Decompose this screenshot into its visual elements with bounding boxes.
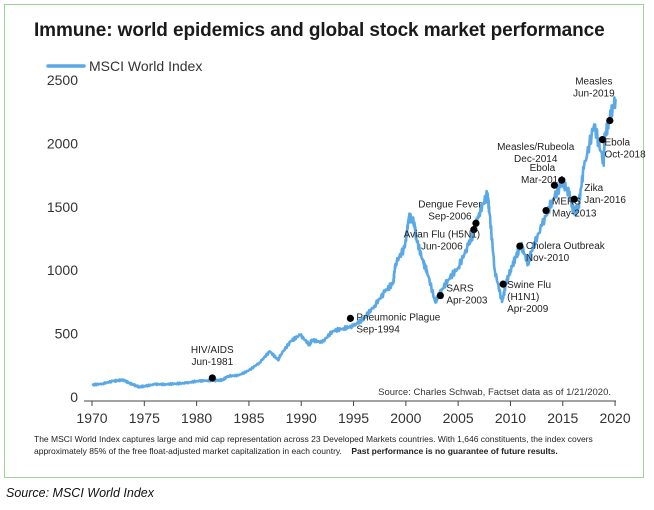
event-marker bbox=[598, 135, 607, 144]
x-tick-label: 2015 bbox=[547, 410, 578, 426]
y-tick-label: 1500 bbox=[47, 199, 78, 215]
event-marker bbox=[472, 219, 480, 227]
event-label: Zika Jan-2016 bbox=[584, 183, 626, 206]
event-label: Measles Jun-2019 bbox=[573, 77, 615, 100]
event-label: Ebola Oct-2018 bbox=[605, 138, 647, 161]
y-tick-label: 1000 bbox=[47, 262, 78, 278]
footnote-text: The MSCI World Index captures large and … bbox=[34, 434, 593, 456]
x-tick-label: 1985 bbox=[233, 410, 264, 426]
source-caption: Source: MSCI World Index bbox=[6, 486, 154, 500]
chart-title: Immune: world epidemics and global stock… bbox=[34, 20, 605, 41]
x-tick-label: 1995 bbox=[338, 410, 369, 426]
event-marker bbox=[436, 291, 444, 300]
event-label: SARS Apr-2003 bbox=[446, 284, 488, 307]
x-tick-label: 1975 bbox=[129, 410, 160, 426]
event-marker bbox=[542, 207, 550, 215]
source-note: Source: Charles Schwab, Factset data as … bbox=[378, 387, 611, 398]
x-tick-label: 2010 bbox=[495, 410, 526, 426]
event-label: Measles/Rubeola Dec-2014 bbox=[497, 142, 575, 165]
x-tick-label: 1980 bbox=[181, 410, 212, 426]
legend-entry: MSCI World Index bbox=[89, 58, 202, 74]
axes-layer: 1970 1975 1980 1985 1990 1995 2000 2005 2010 2015… bbox=[47, 72, 631, 426]
event-label: Avian Flu (H5N1) Jun-2006 bbox=[404, 230, 481, 253]
footnote: The MSCI World Index captures large and … bbox=[34, 433, 634, 457]
event-label: MERS May-2013 bbox=[552, 197, 597, 220]
x-tick-label: 2020 bbox=[599, 410, 630, 426]
event-label: Swine Flu (H1N1) Apr-2009 bbox=[507, 280, 551, 315]
event-marker bbox=[558, 176, 566, 184]
y-tick-label: 2000 bbox=[47, 135, 78, 151]
event-marker bbox=[346, 314, 354, 322]
event-label: Cholera Outbreak Nov-2010 bbox=[526, 241, 606, 264]
x-tick-label: 1990 bbox=[286, 410, 317, 426]
y-tick-label: 500 bbox=[55, 326, 79, 342]
event-marker bbox=[570, 195, 578, 203]
x-tick-label: 1970 bbox=[76, 410, 107, 426]
event-marker bbox=[606, 116, 614, 125]
event-marker bbox=[208, 374, 216, 382]
annotation-layer: HIV/AIDS Jun-1981 Pneumonic Plague Sep-1994… bbox=[191, 77, 646, 382]
series-layer bbox=[91, 96, 617, 389]
x-tick-label: 2000 bbox=[390, 410, 421, 426]
y-tick-label: 0 bbox=[70, 389, 78, 405]
event-marker bbox=[499, 280, 507, 288]
event-marker bbox=[470, 226, 478, 234]
legend: MSCI World Index bbox=[46, 58, 202, 74]
event-marker bbox=[550, 181, 559, 189]
event-label: Dengue Fever Sep-2006 bbox=[418, 199, 482, 222]
event-label: HIV/AIDS Jun-1981 bbox=[191, 345, 234, 368]
x-tick-label: 2005 bbox=[443, 410, 474, 426]
series-line-msci-world bbox=[91, 96, 617, 389]
event-marker bbox=[516, 242, 524, 250]
y-tick-label: 2500 bbox=[47, 72, 78, 88]
event-label: Pneumonic Plague Sep-1994 bbox=[356, 312, 440, 335]
event-label: Ebola Mar-2014 bbox=[521, 163, 564, 186]
footnote-emphasis: Past performance is no guarantee of futu… bbox=[351, 446, 558, 456]
